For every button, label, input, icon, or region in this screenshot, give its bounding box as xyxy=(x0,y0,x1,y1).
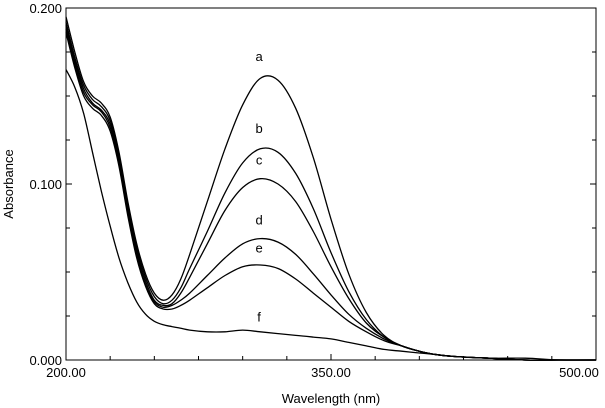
series-layer xyxy=(65,16,597,361)
x-axis: 200.00 350.00 500.00 xyxy=(46,354,599,380)
x-tick-label: 200.00 xyxy=(46,365,86,380)
y-axis-title: Absorbance xyxy=(1,149,16,218)
series-c-line xyxy=(65,25,596,361)
x-axis-title: Wavelength (nm) xyxy=(282,391,381,406)
y-tick-label: 0.200 xyxy=(29,1,62,16)
series-b-line xyxy=(65,21,596,361)
y-tick-label: 0.100 xyxy=(29,177,62,192)
x-tick-label: 350.00 xyxy=(311,365,351,380)
series-f-line xyxy=(65,69,597,361)
x-tick-label: 500.00 xyxy=(559,365,599,380)
y-axis: 0.000 0.100 0.200 xyxy=(29,1,596,368)
curve-label-d: d xyxy=(255,212,262,227)
series-a-line xyxy=(65,16,596,361)
curve-label-c: c xyxy=(256,153,263,168)
curve-label-a: a xyxy=(255,49,263,64)
curve-label-b: b xyxy=(255,121,262,136)
curve-labels: a b c de f xyxy=(255,49,263,324)
y-tick-label: 0.000 xyxy=(29,353,62,368)
series-d-line xyxy=(65,28,596,361)
curve-label-f: f xyxy=(257,309,261,324)
curve-label-e: e xyxy=(255,241,262,256)
series-e-line xyxy=(65,32,596,361)
